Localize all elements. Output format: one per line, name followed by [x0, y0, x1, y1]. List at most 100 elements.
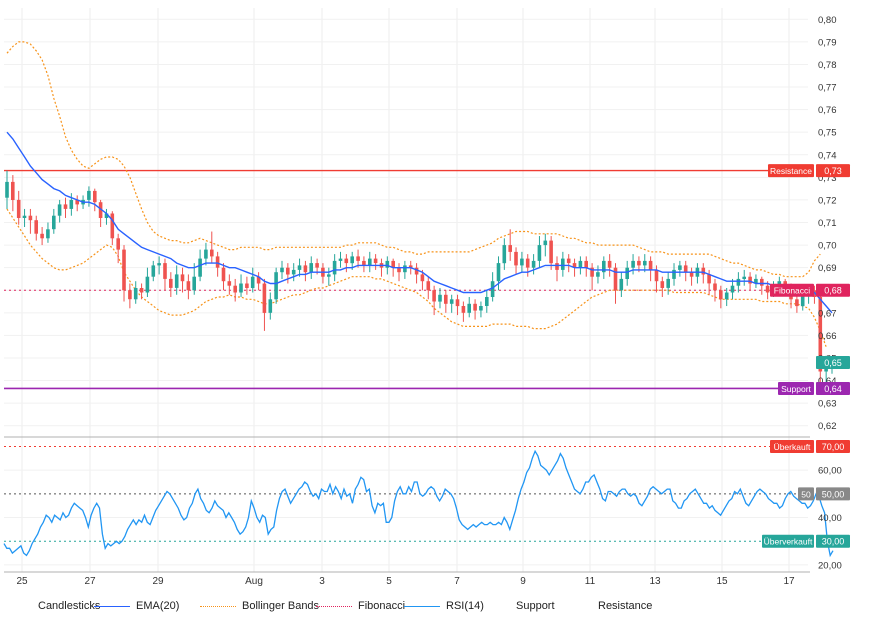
candle-body: [397, 267, 401, 273]
candlestick: [344, 254, 349, 273]
candlestick: [356, 249, 360, 268]
candle-body: [338, 258, 343, 261]
candle-body: [596, 272, 600, 277]
candlestick: [327, 267, 331, 286]
candle-body: [654, 269, 659, 282]
candle-body: [52, 215, 56, 230]
candle-body: [643, 260, 647, 266]
chart-legend: Candlesticks EMA(20) Bollinger Bands Fib…: [0, 598, 881, 618]
candle-body: [496, 263, 501, 282]
candlestick: [75, 195, 79, 212]
bollinger-swatch: [200, 605, 236, 607]
candle-body: [403, 265, 407, 273]
candlestick: [566, 254, 571, 273]
legend-item-bollinger[interactable]: Bollinger Bands: [200, 600, 319, 612]
candle-body: [420, 274, 425, 282]
fibonacci-label-bg: [770, 283, 814, 297]
candle-body: [87, 190, 91, 200]
candlestick: [262, 278, 267, 331]
legend-item-resistance[interactable]: Resistance: [598, 600, 652, 612]
candlestick: [22, 208, 27, 228]
candle-body: [28, 215, 33, 221]
x-tick-label: Aug: [245, 576, 263, 587]
candle-body: [549, 240, 553, 264]
candle-body: [116, 238, 120, 250]
candlestick: [455, 294, 460, 316]
candlestick: [63, 197, 68, 218]
candlestick: [537, 236, 542, 268]
legend-label-candlesticks: Candlesticks: [38, 600, 101, 612]
candle-body: [75, 199, 79, 205]
candle-body: [572, 263, 577, 268]
candle-body: [268, 299, 273, 313]
candle-body: [291, 269, 296, 275]
fibonacci-value: 0,68: [824, 286, 842, 296]
candlestick: [286, 263, 290, 284]
x-tick-label: 3: [319, 576, 325, 587]
candle-body: [262, 283, 267, 313]
candle-body: [280, 267, 284, 273]
price-tick-label: 0,80: [818, 15, 837, 26]
candlestick: [110, 211, 115, 246]
candlestick: [672, 263, 676, 286]
ema-swatch: [94, 605, 130, 607]
candlestick: [590, 263, 594, 291]
overbought-label-bg: [770, 439, 814, 453]
candle-body: [473, 303, 477, 311]
resistance-label-bg: [768, 164, 814, 178]
candlestick: [98, 199, 103, 228]
rsi-middle-label: 50: [801, 489, 811, 499]
candle-body: [210, 249, 214, 257]
candlestick: [695, 263, 700, 284]
legend-item-support[interactable]: Support: [516, 600, 555, 612]
candlestick: [619, 272, 624, 298]
candle-body: [163, 263, 167, 279]
support-tag: Support 0,64: [778, 381, 850, 395]
legend-item-fibonacci[interactable]: Fibonacci: [316, 600, 405, 612]
candlestick: [16, 190, 21, 225]
candle-body: [122, 249, 126, 291]
candlestick: [268, 292, 273, 320]
candle-body: [760, 278, 764, 286]
legend-item-rsi[interactable]: RSI(14): [404, 600, 484, 612]
fibonacci-label: Fibonacci: [774, 286, 810, 296]
candlestick: [520, 251, 524, 273]
x-tick-label: 25: [16, 576, 28, 587]
candlestick: [221, 263, 226, 291]
candle-body: [648, 260, 653, 270]
candle-body: [385, 260, 390, 268]
rsi-middle-label-bg: [798, 487, 814, 501]
price-tick-label: 0,62: [818, 421, 837, 432]
candle-body: [508, 245, 512, 252]
candle-body: [344, 258, 349, 264]
rsi-tick-label: 40,00: [818, 513, 842, 524]
candle-body: [110, 213, 115, 239]
candle-body: [63, 204, 68, 209]
legend-item-candlesticks[interactable]: Candlesticks: [38, 600, 100, 612]
candlestick: [420, 269, 425, 291]
candle-body: [192, 276, 196, 291]
price-rsi-chart[interactable]: 25 27 29 Aug 3 5 7 9 11 13 15 17 0,80 0,79 0,78 0,77 0,7…: [0, 0, 881, 596]
candle-body: [309, 263, 313, 273]
candle-body: [479, 306, 483, 311]
candle-body: [754, 278, 758, 284]
candlestick: [713, 278, 717, 302]
candlestick: [508, 229, 512, 261]
candlestick: [151, 260, 156, 282]
overbought-value-bg: [816, 439, 850, 453]
candlestick: [133, 281, 138, 304]
candle-body: [327, 274, 331, 277]
last-price-tag: 0,65: [816, 355, 850, 369]
x-tick-label: 17: [783, 576, 795, 587]
candlestick: [40, 227, 44, 246]
candlestick: [280, 260, 284, 279]
support-value: 0,64: [824, 384, 842, 394]
candlestick: [403, 260, 407, 279]
resistance-tag: Resistance 0,73: [768, 164, 850, 178]
candle-body: [250, 276, 255, 288]
candlestick: [496, 256, 501, 291]
legend-item-ema[interactable]: EMA(20): [94, 600, 179, 612]
candle-body: [227, 281, 232, 286]
candlestick: [555, 256, 559, 282]
candlestick: [724, 287, 729, 307]
